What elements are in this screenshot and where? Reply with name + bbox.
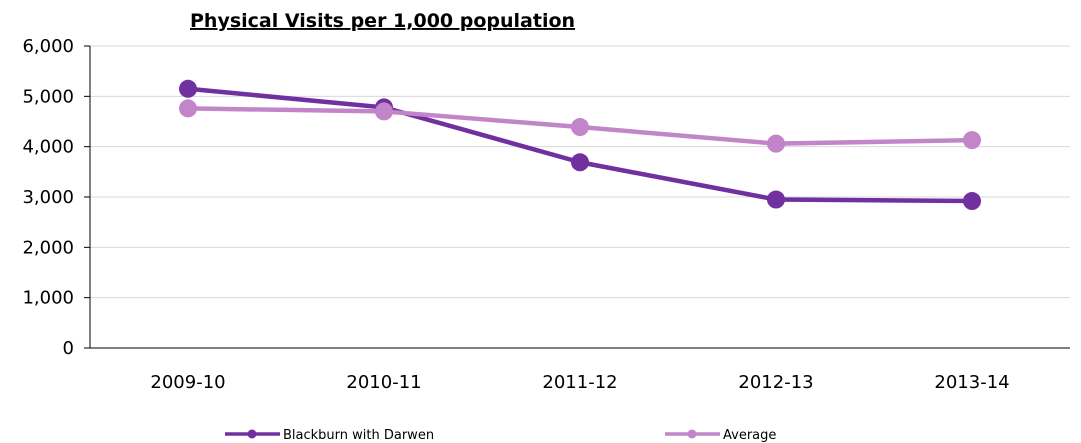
y-tick-label: 2,000: [22, 237, 74, 258]
x-tick-label: 2009-10: [150, 372, 225, 393]
legend-item: Blackburn with Darwen: [225, 428, 434, 443]
data-point: [179, 99, 197, 118]
legend-label: Average: [723, 428, 776, 443]
x-tick-label: 2012-13: [738, 372, 813, 393]
data-point: [571, 118, 589, 137]
data-point: [767, 190, 785, 209]
data-point: [571, 153, 589, 172]
data-point: [963, 192, 981, 211]
data-point: [767, 134, 785, 153]
legend-marker: [687, 429, 697, 439]
chart-title: Physical Visits per 1,000 population: [190, 10, 575, 32]
legend: Blackburn with Darwen Average: [225, 428, 776, 443]
y-tick-labels: 0 1,000 2,000 3,000 4,000 5,000 6,000: [22, 36, 74, 359]
y-tick-label: 3,000: [22, 187, 74, 208]
x-tick-label: 2011-12: [542, 372, 617, 393]
x-tick-label: 2010-11: [346, 372, 421, 393]
series-line: [187, 86, 973, 204]
x-tick-labels: 2009-10 2010-11 2011-12 2012-13 2013-14: [150, 372, 1009, 393]
y-tick-label: 4,000: [22, 137, 74, 158]
data-point: [963, 131, 981, 150]
legend-marker: [247, 429, 257, 439]
data-point: [375, 102, 393, 121]
legend-item: Average: [665, 428, 776, 443]
gridlines: [90, 45, 1070, 299]
y-tick-label: 6,000: [22, 36, 74, 57]
y-tick-label: 1,000: [22, 288, 74, 309]
legend-label: Blackburn with Darwen: [283, 428, 434, 443]
y-tick-label: 5,000: [22, 86, 74, 107]
data-point: [179, 79, 197, 98]
series-lines: [179, 79, 981, 211]
y-tick-label: 0: [63, 338, 74, 359]
x-tick-label: 2013-14: [934, 372, 1009, 393]
axes: [84, 45, 1070, 349]
